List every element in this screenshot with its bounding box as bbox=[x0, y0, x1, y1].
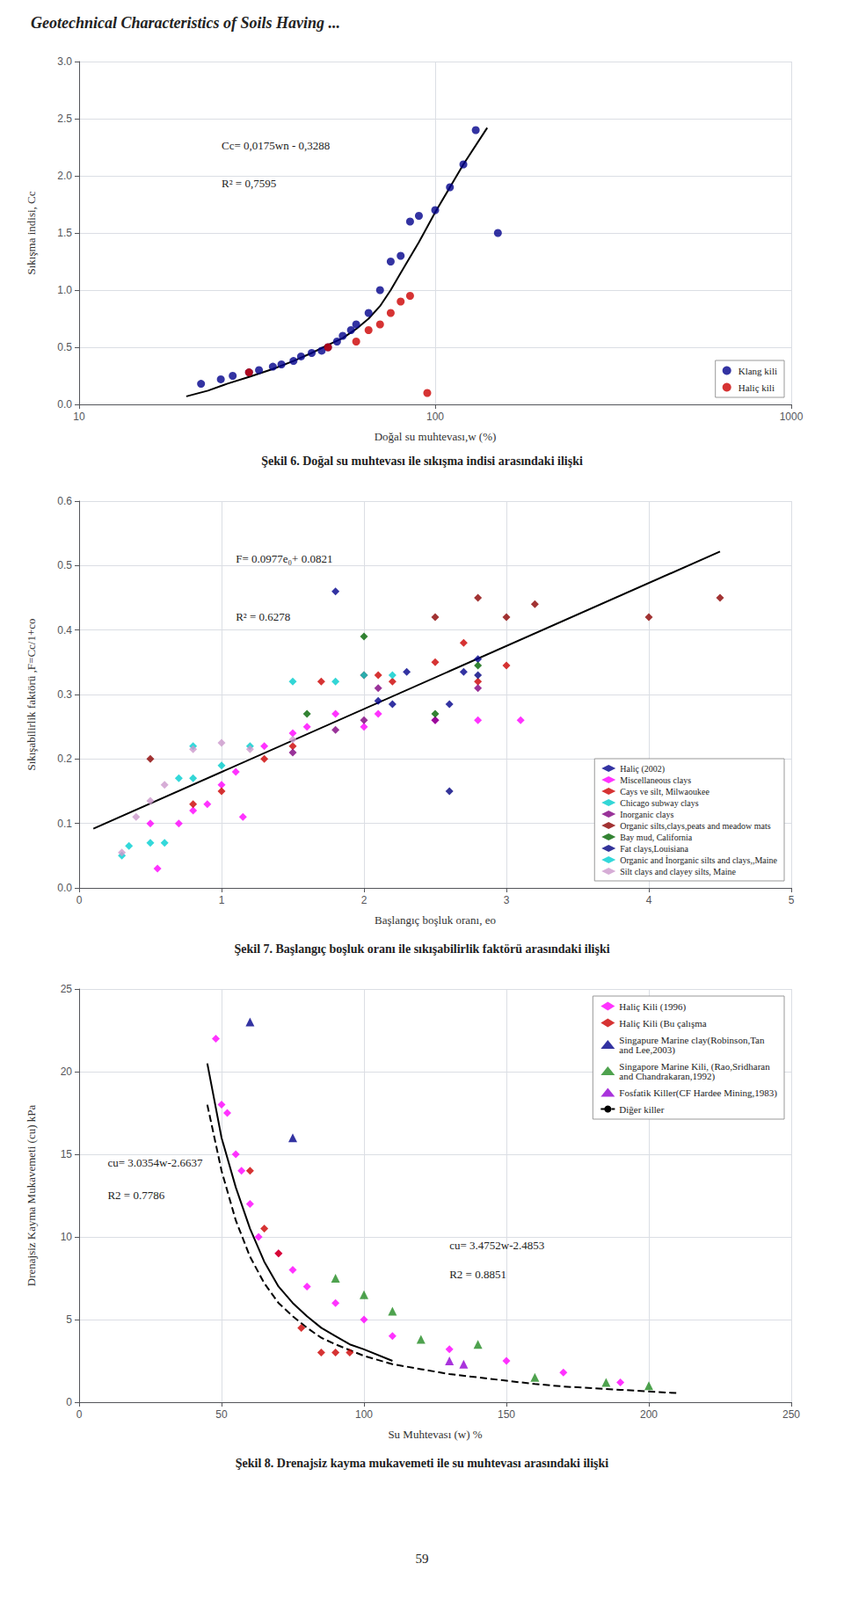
svg-text:R2 = 0.7786: R2 = 0.7786 bbox=[107, 1188, 165, 1202]
svg-text:0.3: 0.3 bbox=[57, 688, 73, 701]
svg-text:Organic and İnorganic silts an: Organic and İnorganic silts and clays,,M… bbox=[619, 855, 778, 866]
svg-text:Klang kili: Klang kili bbox=[738, 365, 778, 377]
svg-text:2: 2 bbox=[361, 894, 368, 907]
svg-text:0.1: 0.1 bbox=[57, 817, 73, 830]
svg-text:1.0: 1.0 bbox=[57, 283, 73, 297]
svg-text:Doğal su muhtevası,w (%): Doğal su muhtevası,w (%) bbox=[374, 429, 497, 444]
svg-text:25: 25 bbox=[60, 982, 73, 996]
svg-text:Su Muhtevası (w) %: Su Muhtevası (w) % bbox=[387, 1427, 482, 1441]
svg-text:Geotechnical Characteristics o: Geotechnical Characteristics of Soils Ha… bbox=[30, 14, 341, 32]
svg-text:2.0: 2.0 bbox=[57, 169, 73, 182]
svg-text:0.5: 0.5 bbox=[57, 559, 73, 572]
svg-text:Fat clays,Louisiana: Fat clays,Louisiana bbox=[619, 844, 689, 854]
svg-text:Organic silts,clays,peats and: Organic silts,clays,peats and meadow mat… bbox=[619, 821, 772, 831]
svg-text:Şekil 8. Drenajsiz kayma mukav: Şekil 8. Drenajsiz kayma mukavemeti ile … bbox=[235, 1456, 610, 1470]
svg-text:200: 200 bbox=[640, 1408, 658, 1421]
svg-text:1000: 1000 bbox=[779, 410, 804, 423]
svg-text:Cays ve silt, Milwaoukee: Cays ve silt, Milwaoukee bbox=[619, 786, 710, 797]
svg-text:Sıkışabilirlik faktörü ,F=Cc/1: Sıkışabilirlik faktörü ,F=Cc/1+co bbox=[24, 618, 38, 771]
svg-text:20: 20 bbox=[60, 1065, 73, 1078]
svg-text:100: 100 bbox=[355, 1408, 373, 1421]
svg-text:10: 10 bbox=[60, 1230, 73, 1244]
svg-text:Singapore Marine Kili, (Rao,Sr: Singapore Marine Kili, (Rao,Sridharan bbox=[619, 1060, 770, 1072]
svg-text:100: 100 bbox=[426, 410, 444, 423]
svg-text:Başlangıç boşluk oranı, eo: Başlangıç boşluk oranı, eo bbox=[374, 913, 496, 927]
svg-text:Sıkışma indisi, Cc: Sıkışma indisi, Cc bbox=[24, 190, 38, 275]
svg-text:0.0: 0.0 bbox=[57, 398, 73, 411]
svg-text:15: 15 bbox=[60, 1148, 73, 1161]
svg-text:2.5: 2.5 bbox=[57, 112, 73, 125]
svg-text:59: 59 bbox=[415, 1551, 430, 1566]
svg-text:0.5: 0.5 bbox=[57, 341, 73, 354]
svg-text:1.5: 1.5 bbox=[57, 226, 73, 240]
svg-text:Haliç (2002): Haliç (2002) bbox=[619, 763, 665, 775]
svg-text:R² = 0.6278: R² = 0.6278 bbox=[235, 610, 291, 624]
svg-text:3.0: 3.0 bbox=[57, 55, 73, 68]
svg-text:Şekil 7. Başlangıç boşluk oran: Şekil 7. Başlangıç boşluk oranı ile sıkı… bbox=[233, 942, 610, 956]
svg-text:and Lee,2003): and Lee,2003) bbox=[618, 1044, 676, 1056]
svg-text:50: 50 bbox=[215, 1408, 228, 1421]
svg-text:0.6: 0.6 bbox=[57, 494, 73, 508]
svg-text:cu= 3.4752w-2.4853: cu= 3.4752w-2.4853 bbox=[449, 1238, 545, 1252]
svg-text:Singapure Marine clay(Robinson: Singapure Marine clay(Robinson,Tan bbox=[619, 1034, 765, 1045]
svg-text:R2 = 0.8851: R2 = 0.8851 bbox=[449, 1267, 507, 1281]
svg-text:5: 5 bbox=[788, 894, 795, 907]
svg-text:0: 0 bbox=[65, 1396, 73, 1409]
svg-text:Bay mud, California: Bay mud, California bbox=[619, 832, 692, 843]
svg-text:0.0: 0.0 bbox=[57, 881, 73, 895]
svg-text:Haliç kili: Haliç kili bbox=[738, 382, 775, 393]
svg-text:0: 0 bbox=[76, 894, 83, 907]
svg-text:Miscellaneous clays: Miscellaneous clays bbox=[619, 775, 692, 786]
svg-text:4: 4 bbox=[646, 894, 653, 907]
svg-text:and Chandrakaran,1992): and Chandrakaran,1992) bbox=[618, 1070, 715, 1083]
svg-text:Cc= 0,0175wn - 0,3288: Cc= 0,0175wn - 0,3288 bbox=[221, 138, 330, 153]
svg-text:Şekil 6. Doğal su muhtevası il: Şekil 6. Doğal su muhtevası ile sıkışma … bbox=[261, 454, 583, 468]
svg-text:0: 0 bbox=[76, 1408, 83, 1421]
svg-text:5: 5 bbox=[65, 1313, 73, 1326]
svg-text:0.2: 0.2 bbox=[57, 752, 73, 765]
svg-text:Fosfatik Killer(CF Hardee Mini: Fosfatik Killer(CF Hardee Mining,1983) bbox=[618, 1087, 778, 1099]
svg-text:cu= 3.0354w-2.6637: cu= 3.0354w-2.6637 bbox=[107, 1156, 204, 1170]
svg-text:Silt clays and clayey silts, M: Silt clays and clayey silts, Maine bbox=[619, 866, 736, 877]
svg-text:150: 150 bbox=[497, 1408, 516, 1421]
svg-text:Haliç Kili (Bu çalışma: Haliç Kili (Bu çalışma bbox=[618, 1018, 706, 1030]
svg-text:Diğer killer: Diğer killer bbox=[618, 1104, 664, 1115]
svg-text:F= 0.0977e₀+ 0.0821: F= 0.0977e₀+ 0.0821 bbox=[235, 552, 333, 566]
svg-text:Drenajsiz Kayma Mukavemeti (cu: Drenajsiz Kayma Mukavemeti (cu) kPa bbox=[24, 1105, 38, 1288]
svg-text:Inorganic clays: Inorganic clays bbox=[619, 809, 674, 820]
svg-text:10: 10 bbox=[72, 410, 86, 423]
svg-text:0.4: 0.4 bbox=[57, 624, 73, 637]
svg-text:3: 3 bbox=[503, 894, 510, 907]
svg-text:1: 1 bbox=[218, 894, 226, 907]
svg-text:Haliç Kili (1996): Haliç Kili (1996) bbox=[618, 1001, 686, 1013]
svg-text:R² = 0,7595: R² = 0,7595 bbox=[221, 176, 277, 190]
svg-text:250: 250 bbox=[782, 1408, 801, 1421]
svg-text:Chicago subway clays: Chicago subway clays bbox=[619, 798, 699, 808]
